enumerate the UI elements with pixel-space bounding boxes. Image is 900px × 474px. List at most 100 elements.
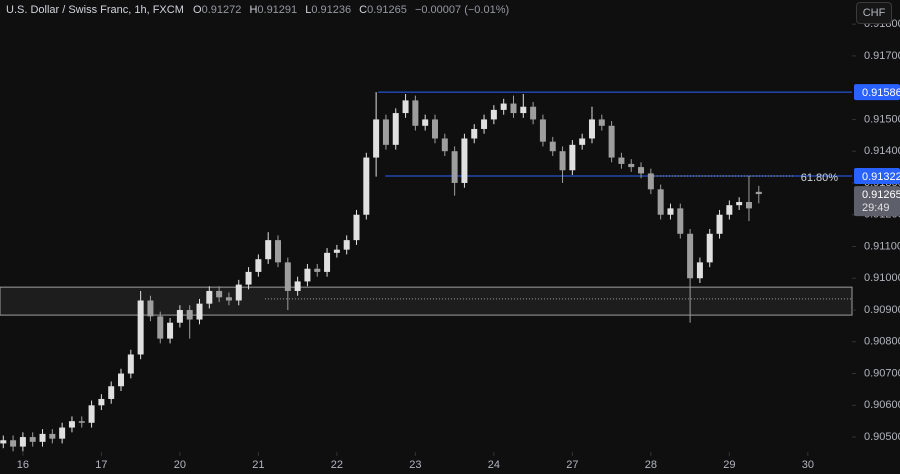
- candle-body: [539, 119, 546, 142]
- candle-body: [343, 240, 350, 250]
- support-zone: [0, 286, 853, 316]
- candle-body: [402, 100, 409, 114]
- legend-low: 0.91236: [311, 4, 352, 16]
- y-tick-label: 0.90500: [864, 431, 900, 443]
- y-tick-label: 0.90800: [864, 336, 900, 348]
- x-tick-label: 22: [331, 459, 343, 471]
- candle-body: [579, 138, 586, 145]
- candle-body: [628, 163, 635, 168]
- symbol-title: U.S. Dollar / Swiss Franc, 1h, FXCM: [6, 4, 184, 16]
- last-price-flag: [854, 186, 900, 217]
- candle-body: [88, 405, 95, 423]
- candle-body: [49, 433, 56, 439]
- candle-body: [353, 214, 360, 241]
- y-tick-label: 0.91000: [864, 272, 900, 284]
- legend-change: −0.00007 (−0.01%): [414, 4, 510, 16]
- countdown: 29:49: [862, 202, 890, 214]
- candle-body: [78, 421, 85, 423]
- last-price-label: 0.91265: [862, 189, 900, 201]
- candle-body: [755, 191, 762, 195]
- y-tick-label: 0.90900: [864, 304, 900, 316]
- candle-body: [235, 284, 242, 301]
- candle-body: [588, 119, 595, 139]
- y-tick-label: 0.90600: [864, 399, 900, 411]
- candle-body: [422, 119, 429, 126]
- candle-body: [176, 310, 183, 323]
- candle-body: [265, 240, 272, 260]
- candle-body: [19, 437, 26, 447]
- candle-body: [167, 322, 174, 339]
- candle-body: [157, 316, 164, 339]
- candle-body: [59, 427, 66, 439]
- candle-body: [638, 167, 645, 174]
- x-tick-label: 20: [174, 459, 186, 471]
- candle-body: [481, 119, 488, 129]
- y-tick-label: 0.91700: [864, 50, 900, 62]
- candle-body: [716, 214, 723, 234]
- currency-button[interactable]: CHF: [856, 2, 892, 24]
- candle-body: [206, 290, 213, 304]
- x-tick-label: 23: [409, 459, 421, 471]
- candle-body: [471, 128, 478, 139]
- legend-close: 0.91265: [367, 4, 407, 16]
- candle-body: [608, 125, 615, 158]
- legend-key: O: [193, 4, 202, 16]
- x-tick-label: 27: [566, 459, 578, 471]
- candle-body: [382, 119, 389, 145]
- candle-body: [549, 141, 556, 152]
- y-tick-label: 0.91100: [864, 240, 900, 252]
- candle-body: [490, 109, 497, 120]
- candle-body: [324, 252, 331, 272]
- price-flag-label: 0.91586: [862, 87, 900, 99]
- candle-body: [304, 268, 311, 282]
- price-flag: [854, 84, 900, 101]
- candle-body: [147, 300, 154, 317]
- candle-body: [657, 189, 664, 215]
- candle-body: [196, 303, 203, 320]
- legend-key: H: [249, 4, 258, 16]
- legend-high: 0.91291: [257, 4, 298, 16]
- candle-body: [500, 103, 507, 110]
- fib-label: 61.80%: [801, 172, 839, 184]
- candle-body: [29, 437, 36, 442]
- legend-header: U.S. Dollar / Swiss Franc, 1h, FXCM O0.9…: [6, 4, 514, 16]
- candle-body: [667, 208, 674, 215]
- price-flag-label: 0.91322: [862, 171, 900, 183]
- candle-body: [127, 354, 134, 374]
- candle-body: [677, 208, 684, 234]
- candle-body: [98, 398, 105, 406]
- candle-body: [510, 103, 517, 114]
- price-flag: [854, 167, 900, 184]
- candle-body: [225, 297, 232, 301]
- candle-body: [294, 281, 301, 291]
- x-tick-label: 16: [17, 459, 29, 471]
- candle-body: [186, 310, 193, 320]
- x-tick-label: 30: [802, 459, 814, 471]
- candle-body: [68, 421, 75, 428]
- x-tick-label: 28: [645, 459, 657, 471]
- candle-body: [39, 433, 46, 442]
- candle-body: [363, 157, 370, 215]
- candle-body: [736, 202, 743, 206]
- candle-body: [0, 440, 7, 444]
- candle-body: [706, 233, 713, 263]
- candle-body: [461, 138, 468, 183]
- candle-body: [559, 151, 566, 171]
- candle-body: [118, 373, 125, 387]
- legend-open: 0.91272: [201, 4, 242, 16]
- candle-body: [598, 119, 605, 126]
- candle-body: [696, 262, 703, 279]
- candle-body: [520, 106, 527, 114]
- candle-body: [275, 240, 282, 263]
- y-tick-label: 0.91400: [864, 145, 900, 157]
- candle-body: [392, 113, 399, 145]
- candle-body: [530, 106, 537, 120]
- candle-body: [137, 300, 144, 355]
- candle-body: [431, 119, 438, 139]
- candle-body: [333, 249, 340, 253]
- legend-key: L: [305, 4, 312, 16]
- y-tick-label: 0.90700: [864, 367, 900, 379]
- candle-body: [255, 259, 262, 272]
- candle-body: [245, 271, 252, 285]
- candle-body: [373, 119, 380, 158]
